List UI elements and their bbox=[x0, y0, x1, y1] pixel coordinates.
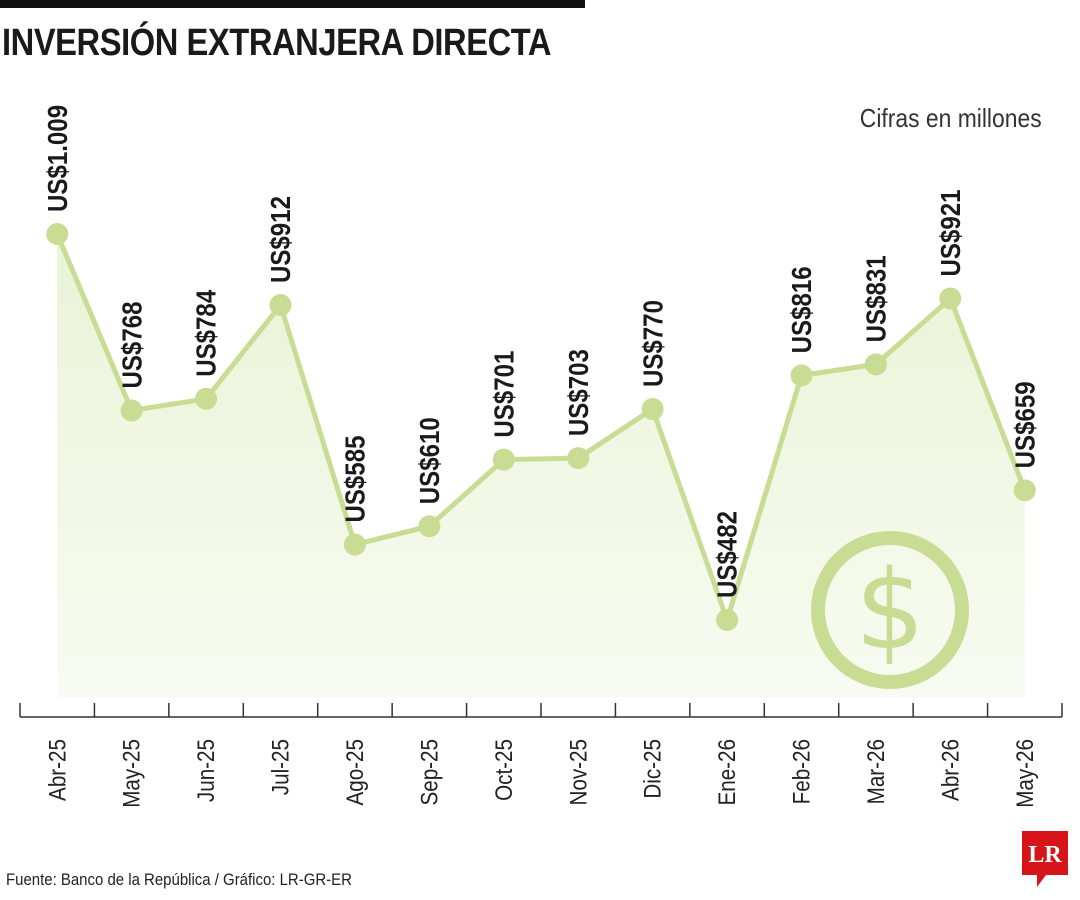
svg-text:$: $ bbox=[855, 546, 925, 674]
data-point bbox=[641, 398, 664, 421]
x-tick-label: May-25 bbox=[118, 739, 145, 808]
data-point bbox=[790, 364, 813, 387]
data-point bbox=[269, 294, 292, 317]
data-label: US$831 bbox=[860, 255, 892, 342]
x-tick-label: Sep-25 bbox=[416, 739, 443, 806]
series-line bbox=[54, 233, 1028, 623]
x-axis bbox=[19, 703, 1063, 718]
x-tick-label: Jul-25 bbox=[267, 739, 294, 795]
data-label: US$816 bbox=[785, 266, 817, 353]
data-label: US$482 bbox=[711, 511, 743, 598]
x-tick-labels-group: Abr-25 May-25 Jun-25 Jul-25 Ago-25 Sep-25 Oct-… bbox=[44, 739, 1038, 808]
data-point bbox=[195, 387, 218, 410]
data-point bbox=[864, 353, 887, 376]
data-label: US$703 bbox=[562, 349, 594, 436]
page-title: INVERSIÓN EXTRANJERA DIRECTA bbox=[2, 22, 552, 64]
x-tick-label: Feb-26 bbox=[788, 739, 815, 804]
units-note: Cifras en millones bbox=[860, 103, 1042, 133]
data-points-group bbox=[46, 223, 1036, 631]
dollar-circle-icon: $ bbox=[811, 531, 969, 689]
x-tick-label: Oct-25 bbox=[490, 739, 517, 801]
x-tick-label: May-26 bbox=[1011, 739, 1038, 808]
data-point bbox=[939, 287, 962, 310]
data-point bbox=[46, 223, 69, 245]
data-point bbox=[343, 533, 366, 556]
x-tick-label: Abr-25 bbox=[44, 739, 71, 801]
data-label: US$701 bbox=[488, 351, 520, 438]
data-label: US$659 bbox=[1009, 381, 1041, 468]
x-tick-label: Ago-25 bbox=[342, 739, 369, 806]
top-rule bbox=[0, 0, 585, 8]
data-label: US$770 bbox=[637, 300, 669, 387]
area-fill bbox=[57, 234, 1025, 697]
data-point bbox=[418, 515, 441, 538]
x-tick-label: Dic-25 bbox=[639, 739, 666, 799]
series-line-group bbox=[54, 233, 1028, 623]
logo-text: LR bbox=[1028, 842, 1062, 868]
data-label: US$585 bbox=[339, 436, 371, 523]
x-tick-label: Nov-25 bbox=[565, 739, 592, 806]
x-tick-label: Jun-25 bbox=[193, 739, 220, 802]
data-point bbox=[716, 608, 739, 631]
line-chart: $ US$1.009 US$768 US$784 US$912 US$585 US$610… bbox=[19, 105, 1063, 808]
x-tick-label: Mar-26 bbox=[863, 739, 890, 804]
x-tick-label: Abr-26 bbox=[937, 739, 964, 801]
data-label: US$1.009 bbox=[41, 105, 73, 212]
data-label: US$784 bbox=[190, 289, 222, 376]
lr-logo: LR bbox=[1022, 831, 1068, 887]
area-fill-group bbox=[57, 234, 1025, 697]
source-note: Fuente: Banco de la República / Gráfico:… bbox=[6, 870, 352, 889]
data-point bbox=[492, 448, 515, 471]
data-label: US$768 bbox=[116, 301, 148, 388]
data-label: US$912 bbox=[264, 196, 296, 283]
data-label: US$610 bbox=[413, 417, 445, 504]
data-labels-group: US$1.009 US$768 US$784 US$912 US$585 US$610 US… bbox=[41, 105, 1041, 598]
data-label: US$921 bbox=[934, 189, 966, 276]
data-point bbox=[120, 399, 143, 422]
data-point bbox=[567, 447, 590, 470]
data-point bbox=[1013, 479, 1036, 502]
x-tick-label: Ene-26 bbox=[714, 739, 741, 806]
